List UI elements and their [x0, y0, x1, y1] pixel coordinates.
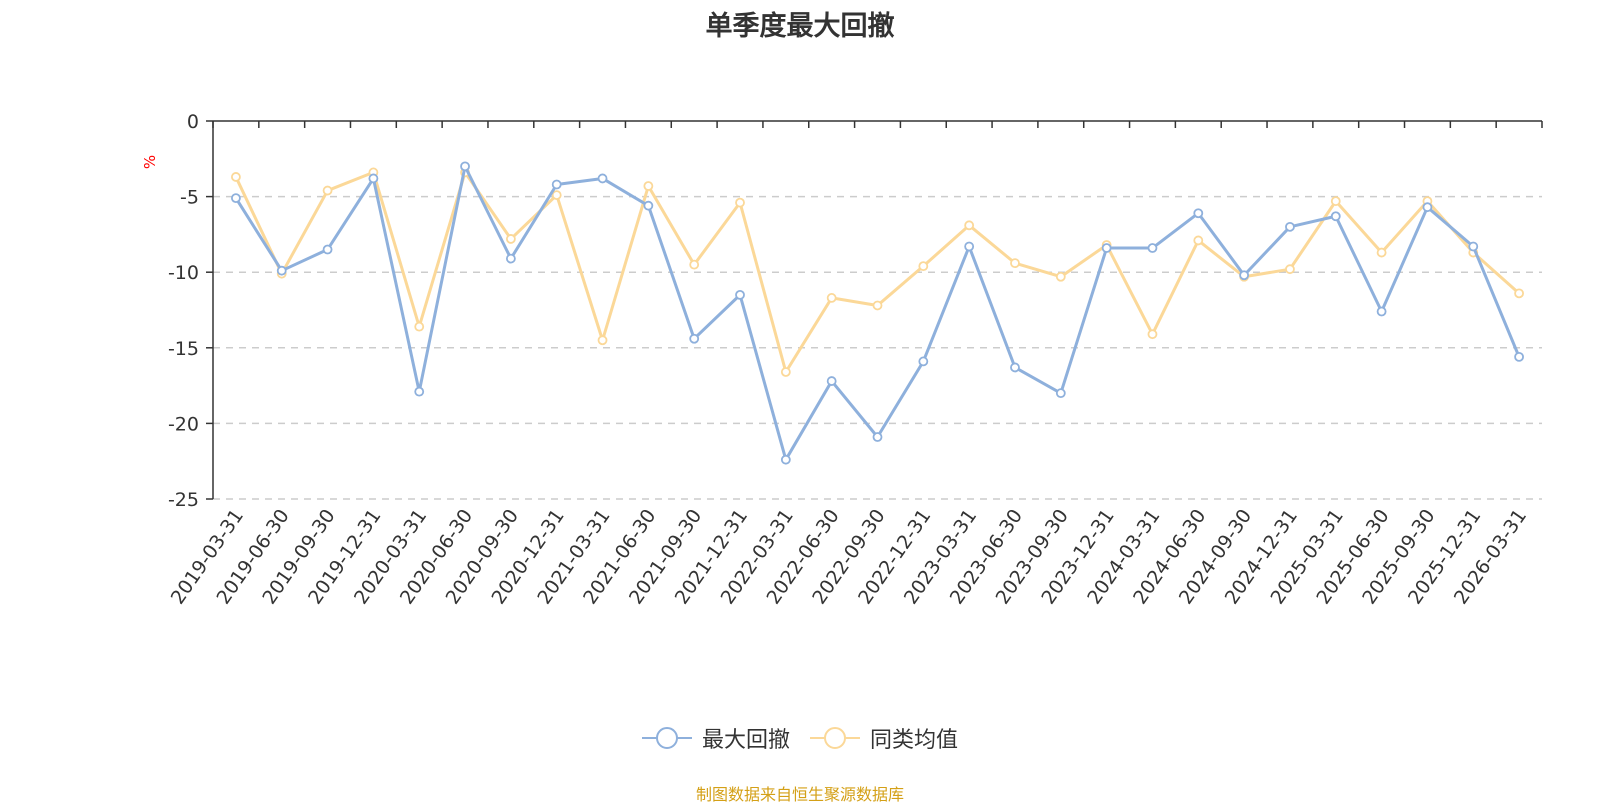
line-chart: 0-5-10-15-20-252019-03-312019-06-302019-… — [141, 111, 1543, 608]
data-point — [1422, 202, 1433, 213]
data-point — [643, 200, 654, 211]
data-point — [1285, 264, 1295, 275]
data-point — [1468, 241, 1479, 252]
data-point — [231, 193, 241, 204]
y-tick-label: -25 — [168, 489, 199, 511]
data-point — [231, 172, 241, 182]
data-point — [689, 259, 700, 270]
data-point — [735, 289, 745, 300]
data-point — [1514, 288, 1524, 299]
legend-label-max-drawdown: 最大回撤 — [701, 728, 790, 753]
data-point — [964, 220, 975, 231]
data-point — [643, 181, 654, 191]
data-point — [1239, 270, 1250, 281]
data-point — [1330, 196, 1341, 207]
axes: 0-5-10-15-20-252019-03-312019-06-302019-… — [167, 111, 1543, 608]
data-point — [368, 173, 379, 184]
y-tick-label: -20 — [168, 413, 199, 435]
data-point — [918, 261, 929, 272]
legend-marker-peer-average-icon — [810, 727, 860, 749]
data-point — [505, 253, 516, 264]
data-point — [1010, 258, 1020, 269]
data-point — [872, 432, 883, 442]
legend-label-peer-average: 同类均值 — [870, 728, 959, 753]
data-point — [1193, 235, 1204, 246]
y-tick-label: -5 — [180, 187, 199, 209]
data-point — [1147, 243, 1158, 253]
y-tick-label: 0 — [187, 111, 199, 133]
legend-marker-max-drawdown-icon — [641, 727, 692, 749]
data-point — [826, 376, 837, 386]
data-point — [689, 333, 700, 344]
data-point — [918, 356, 929, 367]
data-point — [551, 190, 562, 200]
data-point — [735, 197, 745, 208]
data-point — [1514, 351, 1524, 362]
data-point — [826, 293, 837, 303]
y-tick-label: -10 — [168, 262, 199, 284]
series-max-drawdown — [231, 161, 1524, 465]
data-point — [780, 367, 791, 377]
data-point — [1010, 362, 1020, 373]
data-point — [1101, 243, 1112, 253]
data-point — [1376, 247, 1387, 258]
data-point — [551, 179, 562, 190]
data-source-note: 制图数据来自恒生聚源数据库 — [695, 785, 904, 804]
data-point — [964, 241, 975, 252]
data-point — [872, 300, 883, 311]
legend-item-peer-average[interactable]: 同类均值 — [810, 722, 958, 754]
data-point — [1285, 221, 1295, 232]
legend: 最大回撤 同类均值 — [0, 722, 1600, 754]
data-point — [322, 185, 333, 196]
data-point — [1376, 306, 1387, 317]
data-point — [276, 265, 287, 276]
data-point — [1330, 211, 1341, 222]
data-point — [505, 234, 516, 244]
data-point — [597, 335, 608, 346]
data-point — [414, 386, 425, 397]
data-point — [414, 321, 425, 332]
chart-title: 单季度最大回撤 — [705, 11, 895, 42]
data-point — [597, 173, 608, 184]
data-point — [1055, 388, 1066, 399]
data-point — [460, 161, 470, 172]
y-tick-label: -15 — [168, 338, 199, 360]
legend-item-max-drawdown[interactable]: 最大回撤 — [641, 722, 790, 754]
grid-lines — [213, 195, 1542, 500]
series-line — [234, 164, 1521, 462]
series-layer — [231, 161, 1524, 465]
y-axis-unit-label: % — [141, 155, 159, 169]
data-point — [322, 244, 333, 255]
data-point — [1193, 208, 1204, 219]
data-point — [780, 454, 791, 465]
data-point — [1055, 271, 1066, 282]
data-point — [1147, 329, 1158, 340]
